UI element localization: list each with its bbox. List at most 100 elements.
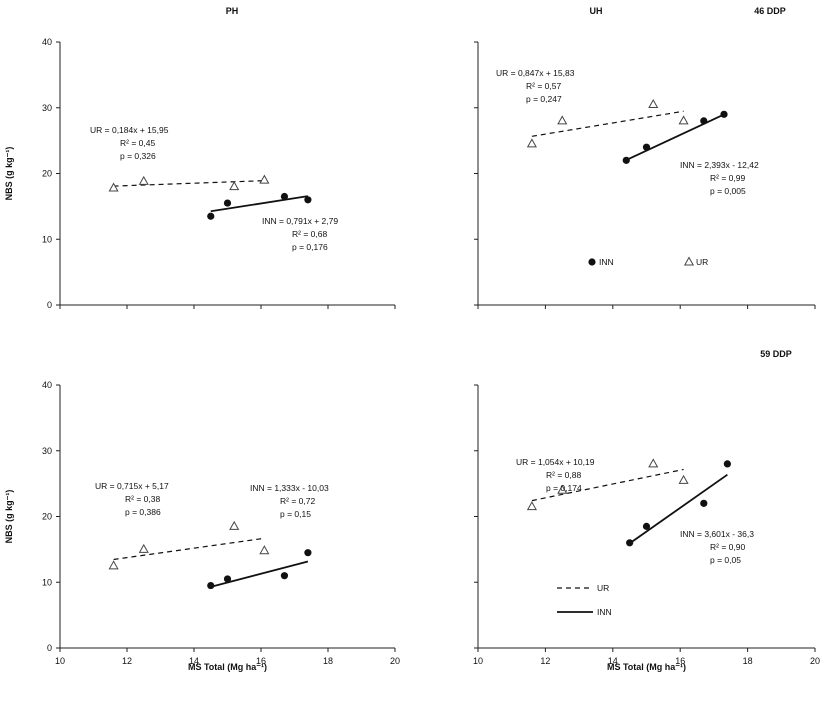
panel-4-x-axis-label: MS Total (Mg ha⁻¹) bbox=[607, 662, 686, 672]
panel-3-trendline-ur bbox=[113, 537, 265, 561]
panel-1-y-tick-label: 30 bbox=[42, 103, 52, 113]
panel-3-x-tick-label: 20 bbox=[390, 656, 400, 666]
panel-2-fit-inn-line-1: INN = 2,393x - 12,42 bbox=[680, 160, 759, 170]
panel-2-legend-inn-marker bbox=[588, 258, 596, 266]
panel-4-legend-ur-label: UR bbox=[597, 583, 609, 593]
panel-4-fit-ur-line-3: p = 0,174 bbox=[546, 483, 582, 493]
panel-1-fit-ur-line-3: p = 0,326 bbox=[120, 151, 156, 161]
panel-3-y-tick-label: 0 bbox=[47, 643, 52, 653]
panel-3-fit-ur-line-1: UR = 0,715x + 5,17 bbox=[95, 481, 169, 491]
panel-3-trendline-inn bbox=[210, 560, 309, 588]
panel-2-legend-inn-label: INN bbox=[599, 257, 614, 267]
panel-4-x-tick-label: 12 bbox=[540, 656, 550, 666]
panel-4-fit-ur-line-1: UR = 1,054x + 10,19 bbox=[516, 457, 595, 467]
panel-4-fit-inn-line-1: INN = 3,601x - 36,3 bbox=[680, 529, 754, 539]
panel-1-trendline-ur bbox=[113, 180, 265, 187]
panel-2-title: UH bbox=[590, 6, 603, 16]
panel-1-point-inn bbox=[280, 192, 289, 201]
panel-2-point-ur bbox=[526, 138, 537, 148]
panel-2-point-inn bbox=[622, 156, 630, 164]
panel-2-point-ur bbox=[648, 98, 659, 108]
panel-3-point-ur bbox=[138, 543, 149, 553]
panel-3-y-tick-label: 20 bbox=[42, 512, 52, 522]
panel-1-fit-inn-line-1: INN = 0,791x + 2,79 bbox=[262, 216, 338, 226]
panel-4-point-inn bbox=[723, 460, 731, 468]
panel-1-point-inn bbox=[223, 199, 232, 207]
panel-3-x-tick-label: 12 bbox=[122, 656, 132, 666]
panel-4-point-ur bbox=[678, 474, 689, 484]
panel-1-y-axis-label: NBS (g kg⁻¹) bbox=[4, 147, 14, 201]
panel-2-legend-ur-label: UR bbox=[696, 257, 708, 267]
panel-1-fit-inn-line-2: R² = 0,68 bbox=[292, 229, 327, 239]
panel-4-x-tick-label: 20 bbox=[810, 656, 820, 666]
panel-4-point-ur bbox=[557, 484, 568, 494]
panel-2-point-inn bbox=[720, 110, 728, 118]
panel-1-point-inn bbox=[304, 196, 312, 204]
panel-3-y-tick-label: 40 bbox=[42, 380, 52, 390]
panel-3-fit-inn-line-1: INN = 1,333x - 10,03 bbox=[250, 483, 329, 493]
panel-1-title: PH bbox=[226, 6, 239, 16]
panel-3-x-tick-label: 14 bbox=[189, 656, 199, 666]
panel-3-x-tick-label: 16 bbox=[256, 656, 266, 666]
panel-1-point-ur bbox=[229, 181, 240, 191]
panel-1-y-tick-label: 40 bbox=[42, 37, 52, 47]
panel-4-point-inn bbox=[642, 522, 651, 530]
panel-4-x-tick-label: 18 bbox=[743, 656, 753, 666]
panel-3-point-inn bbox=[223, 575, 232, 583]
panel-2-fit-inn-line-2: R² = 0,99 bbox=[710, 173, 745, 183]
panel-2-trendline-inn bbox=[625, 113, 725, 161]
panel-3-point-inn bbox=[280, 572, 289, 580]
panel-2-fit-ur-line-3: p = 0,247 bbox=[526, 94, 562, 104]
panel-2-point-inn bbox=[642, 143, 651, 151]
panel-1-fit-inn-line-3: p = 0,176 bbox=[292, 242, 328, 252]
panel-2-fit-ur-line-1: UR = 0,847x + 15,83 bbox=[496, 68, 575, 78]
panel-4-point-ur bbox=[526, 501, 537, 511]
panel-3-x-tick-label: 18 bbox=[323, 656, 333, 666]
panel-3-fit-inn-line-3: p = 0,15 bbox=[280, 509, 311, 519]
panel-2-point-inn bbox=[700, 117, 708, 125]
panel-4-point-ur bbox=[648, 458, 659, 468]
panel-4-fit-ur-line-2: R² = 0,88 bbox=[546, 470, 581, 480]
panel-2-fit-ur-line-2: R² = 0,57 bbox=[526, 81, 561, 91]
panel-1-point-ur bbox=[138, 175, 149, 185]
panel-1-trendline-inn bbox=[210, 195, 309, 213]
panel-3-point-ur bbox=[229, 520, 240, 530]
panel-3-point-inn bbox=[304, 549, 312, 557]
panel-2-point-ur bbox=[557, 115, 568, 125]
panel-4-trendline-inn bbox=[629, 473, 728, 545]
panel-3-y-tick-label: 30 bbox=[42, 446, 52, 456]
panel-1-fit-ur-line-2: R² = 0,45 bbox=[120, 138, 155, 148]
panel-3-fit-ur-line-2: R² = 0,38 bbox=[125, 494, 160, 504]
panel-1-y-tick-label: 10 bbox=[42, 234, 52, 244]
panel-3-y-axis-label: NBS (g kg⁻¹) bbox=[4, 490, 14, 544]
panel-4-x-tick-label: 10 bbox=[473, 656, 483, 666]
panel-3-fit-ur-line-3: p = 0,386 bbox=[125, 507, 161, 517]
panel-3-fit-inn-line-2: R² = 0,72 bbox=[280, 496, 315, 506]
panel-1-y-tick-label: 20 bbox=[42, 169, 52, 179]
panel-2-trendline-ur bbox=[531, 110, 684, 137]
panel-2-point-ur bbox=[678, 115, 689, 125]
panel-4-point-inn bbox=[700, 499, 708, 507]
panel-4-fit-inn-line-3: p = 0,05 bbox=[710, 555, 741, 565]
panel-3-point-inn bbox=[207, 581, 215, 590]
panel-4-point-inn bbox=[626, 539, 634, 547]
panel-1-fit-ur-line-1: UR = 0,184x + 15,95 bbox=[90, 125, 169, 135]
panel-4-x-tick-label: 16 bbox=[675, 656, 685, 666]
panel-3-point-ur bbox=[108, 560, 119, 570]
panel-4-fit-inn-line-2: R² = 0,90 bbox=[710, 542, 745, 552]
panel-3-y-tick-label: 10 bbox=[42, 577, 52, 587]
panel-1-point-ur bbox=[108, 182, 119, 192]
panel-1-point-inn bbox=[207, 212, 215, 220]
panel-4-legend-inn-label: INN bbox=[597, 607, 612, 617]
panel-2-subtitle: 46 DDP bbox=[754, 6, 786, 16]
panel-1-y-tick-label: 0 bbox=[47, 300, 52, 310]
panel-4-x-tick-label: 14 bbox=[608, 656, 618, 666]
panel-2-fit-inn-line-3: p = 0,005 bbox=[710, 186, 746, 196]
panel-2-legend-ur-marker bbox=[683, 256, 695, 266]
panel-3-x-tick-label: 10 bbox=[55, 656, 65, 666]
panel-1-point-ur bbox=[259, 174, 270, 184]
panel-3-point-ur bbox=[259, 545, 270, 555]
panel-4-subtitle: 59 DDP bbox=[760, 349, 792, 359]
panel-4-trendline-ur bbox=[531, 468, 684, 502]
